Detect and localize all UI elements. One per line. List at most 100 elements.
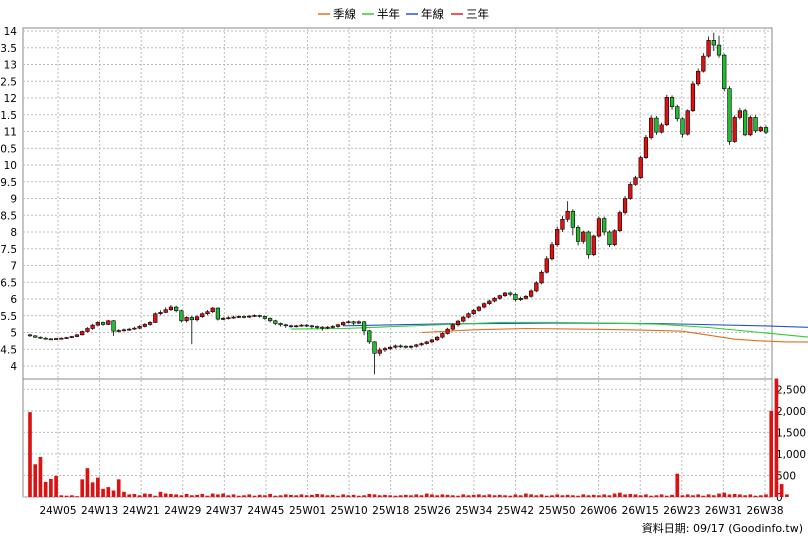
volume-axis: 2,500 2,000 1,500 1,000 500 0 — [776, 384, 806, 504]
candle-body — [617, 212, 622, 231]
candle-body — [528, 290, 534, 297]
candle-body — [111, 320, 116, 332]
candle-body — [283, 324, 288, 327]
candle — [367, 329, 372, 344]
candle — [461, 315, 466, 323]
volume-bar — [153, 495, 158, 497]
candle-body — [158, 312, 163, 315]
candle — [200, 312, 205, 318]
candle — [121, 328, 127, 332]
candle-body — [309, 325, 314, 328]
candle-body — [523, 296, 529, 299]
volume-bar — [529, 494, 533, 497]
x-tick-label: 25W10 — [331, 505, 368, 517]
volume-bar — [247, 494, 252, 497]
candle-body — [466, 313, 471, 318]
volume-bar — [357, 495, 361, 497]
volume-bar — [205, 495, 210, 497]
candle — [273, 319, 278, 326]
volume-bar — [169, 493, 173, 497]
x-tick-label: 24W45 — [247, 505, 284, 517]
volume-bar — [769, 410, 774, 497]
candle — [549, 242, 555, 261]
candle-body — [184, 317, 189, 322]
candle-body — [267, 318, 273, 322]
volume-bar — [597, 495, 601, 497]
volume-bar — [503, 495, 507, 497]
candle — [716, 35, 722, 58]
candle — [633, 175, 638, 186]
candle-body — [753, 117, 758, 132]
volume-bar — [325, 495, 330, 497]
candle-body — [372, 341, 377, 354]
candle — [440, 332, 445, 339]
volume-bar — [263, 495, 267, 497]
candle — [408, 345, 414, 349]
price-tick-label: 10.5 — [0, 143, 17, 155]
volume-bar — [508, 495, 513, 497]
volume-bar — [163, 493, 168, 497]
candle — [675, 104, 680, 122]
legend-label-three-year: 三年 — [466, 7, 489, 21]
candle — [575, 225, 581, 246]
candle-body — [116, 330, 121, 332]
candle-body — [424, 341, 429, 344]
x-tick-label: 25W26 — [414, 505, 451, 517]
candle — [294, 324, 299, 328]
candle — [424, 340, 429, 345]
candle — [429, 338, 435, 344]
volume-bar — [513, 494, 518, 497]
candle — [737, 108, 743, 120]
candle — [748, 115, 753, 137]
volume-bar — [738, 494, 742, 497]
volume-bar — [471, 494, 476, 497]
volume-bar — [670, 494, 674, 497]
volume-bar — [628, 493, 633, 497]
candle — [612, 229, 617, 247]
volume-bar — [69, 495, 74, 497]
volume-bar — [132, 493, 137, 497]
candle — [299, 324, 304, 327]
price-tick-label: 7 — [10, 261, 17, 273]
candle-body — [607, 231, 612, 246]
volume-bar — [304, 495, 309, 497]
volume-bar — [722, 492, 727, 497]
candle-body — [419, 343, 424, 346]
candle — [257, 314, 262, 318]
candle — [210, 307, 215, 314]
volume-bar — [158, 491, 163, 497]
candle-body — [252, 315, 257, 317]
volume-bar — [148, 493, 152, 497]
candle — [90, 323, 95, 330]
volume-bar — [659, 494, 664, 497]
volume-bar — [717, 493, 721, 497]
x-tick-label: 25W50 — [539, 505, 576, 517]
volume-bar — [654, 495, 659, 497]
candle — [33, 335, 38, 338]
candle-body — [429, 339, 435, 343]
candle-body — [586, 231, 591, 256]
price-tick-label: 11 — [4, 127, 17, 139]
candle — [106, 319, 111, 326]
volume-bar — [189, 495, 194, 497]
chart-legend: 季線 半年 年線 三年 — [318, 7, 489, 21]
candle — [116, 329, 121, 333]
candle — [153, 312, 158, 324]
volume-bar — [445, 494, 450, 497]
candle — [372, 341, 377, 375]
volume-bar — [680, 495, 685, 497]
volume-bar — [544, 495, 549, 497]
candle — [628, 181, 633, 200]
x-axis: 24W05 24W13 24W21 24W29 24W37 24W45 25W01 25W10… — [39, 505, 783, 517]
volume-bar — [612, 493, 617, 497]
volume-bar — [96, 477, 100, 497]
candle — [544, 256, 549, 274]
candle-body — [106, 320, 111, 325]
candle-body — [748, 117, 753, 136]
candle-body — [377, 349, 382, 354]
candle-body — [127, 328, 132, 331]
candle — [508, 291, 513, 297]
candle — [419, 342, 424, 346]
ma-quarter-line — [421, 327, 808, 343]
